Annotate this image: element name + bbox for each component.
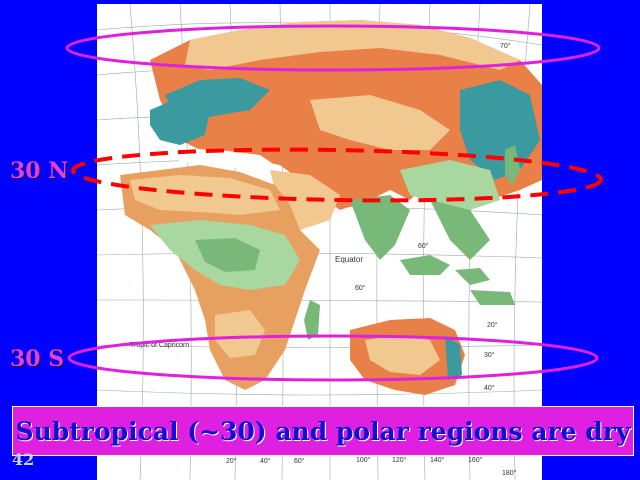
- southeast-asia-green: [430, 200, 490, 260]
- polar-ring-ellipse: [65, 24, 601, 72]
- caption-text: Subtropical (~30) and polar regions are …: [15, 416, 631, 446]
- europe-west: [150, 95, 210, 145]
- rainforest-africa: [195, 238, 260, 272]
- madagascar: [304, 300, 320, 340]
- lon-label-100: 100°: [356, 456, 371, 464]
- lat-label-40: 40°: [484, 384, 495, 392]
- lon-label-120: 120°: [392, 456, 407, 464]
- australia-desert: [365, 335, 440, 375]
- lat-label-20: 20°: [487, 321, 498, 329]
- lon-label-160: 160°: [468, 456, 483, 464]
- australia-east-coast: [445, 335, 462, 380]
- tropic-label: Tropic of Capricorn: [130, 342, 189, 349]
- lon-label-140: 140°: [430, 456, 445, 464]
- lon-label-20: 20°: [226, 457, 237, 465]
- kalahari-desert: [215, 310, 265, 358]
- caption-box: Subtropical (~30) and polar regions are …: [12, 406, 634, 456]
- india: [350, 195, 410, 260]
- lat-label-60n: 60°: [355, 284, 366, 292]
- slide-number: 42: [12, 450, 35, 469]
- lon-label-40: 40°: [260, 457, 271, 465]
- tundra-zone: [185, 20, 520, 70]
- equator-label: Equator: [335, 255, 363, 264]
- central-asia-desert: [310, 95, 450, 150]
- 30s-ring-ellipse: [67, 334, 599, 382]
- label-30-south: 30 S: [10, 346, 65, 372]
- lon-label-180: 180°: [502, 469, 517, 477]
- new-guinea: [470, 290, 515, 305]
- lat-label-30: 30°: [484, 351, 495, 359]
- lat-label-60e: 60°: [418, 242, 429, 250]
- indonesia-islands: [400, 255, 490, 285]
- 30n-dashed-ellipse: [71, 147, 603, 203]
- lat-label-70: 70°: [500, 42, 511, 50]
- east-asia-teal: [460, 80, 540, 180]
- label-30-north: 30 N: [10, 158, 69, 184]
- lon-label-60: 60°: [294, 457, 305, 465]
- mediterranean-sea: [170, 148, 275, 168]
- japan: [505, 145, 520, 185]
